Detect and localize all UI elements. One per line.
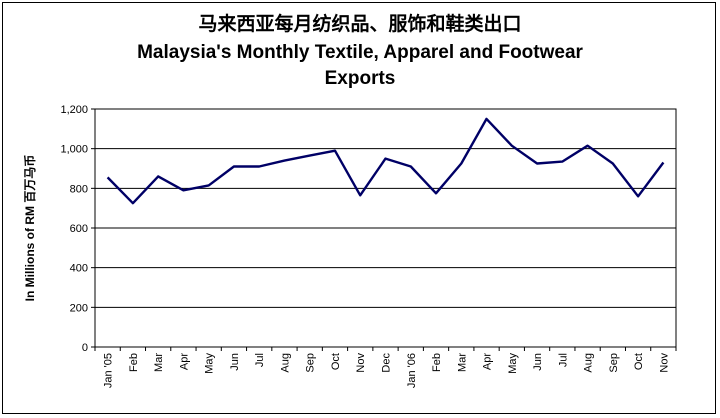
x-tick-label: Jul: [254, 353, 266, 367]
x-tick-label: Jun: [229, 353, 241, 371]
x-tick-label: May: [204, 353, 216, 374]
x-tick-label: Nov: [355, 353, 367, 373]
x-tick-label: Nov: [658, 353, 670, 373]
x-tick-label: Sep: [305, 353, 317, 373]
x-tick-label: Jun: [532, 353, 544, 371]
x-tick-label: Oct: [330, 353, 342, 370]
y-tick-label: 0: [82, 342, 88, 354]
x-tick-label: Mar: [456, 353, 468, 372]
chart-title-chinese: 马来西亚每月纺织品、服饰和鞋类出口: [198, 13, 522, 35]
x-tick-label: Feb: [128, 353, 140, 372]
x-axis-ticks: Jan '05 Feb Mar Apr May Jun Jul Aug Sep Oct Nov Dec…: [94, 347, 677, 388]
x-tick-label: Apr: [178, 353, 190, 370]
chart-frame: [2, 2, 716, 414]
series-line-exports: [106, 117, 665, 205]
x-tick-label: Sep: [608, 353, 620, 373]
y-tick-label: 600: [70, 223, 88, 235]
x-tick-label: Jan '06: [406, 353, 418, 388]
x-tick-label: Aug: [583, 353, 595, 373]
y-tick-label: 400: [70, 263, 88, 275]
chart-title-english-line1: Malaysia's Monthly Textile, Apparel and …: [137, 42, 583, 63]
chart-title-english-line2: Exports: [324, 68, 396, 89]
gridlines: [95, 108, 676, 308]
x-tick-label: Aug: [279, 353, 291, 373]
x-tick-label: Jan '05: [103, 353, 115, 388]
x-tick-label: Oct: [633, 353, 645, 370]
x-tick-label: Jul: [557, 353, 569, 367]
x-tick-label: Mar: [153, 353, 165, 372]
x-tick-label: May: [507, 353, 519, 374]
x-tick-label: Apr: [482, 353, 494, 370]
y-axis-ticks: 0 200 400 600 800 1,000 1,200: [60, 104, 95, 354]
y-tick-label: 200: [70, 302, 88, 314]
y-tick-label: 800: [70, 183, 88, 195]
y-axis-label: In Millions of RM 百万马币: [23, 155, 37, 302]
y-tick-label: 1,000: [60, 144, 88, 156]
y-tick-label: 1,200: [60, 104, 88, 116]
x-tick-label: Feb: [431, 353, 443, 372]
x-tick-label: Dec: [381, 353, 393, 373]
